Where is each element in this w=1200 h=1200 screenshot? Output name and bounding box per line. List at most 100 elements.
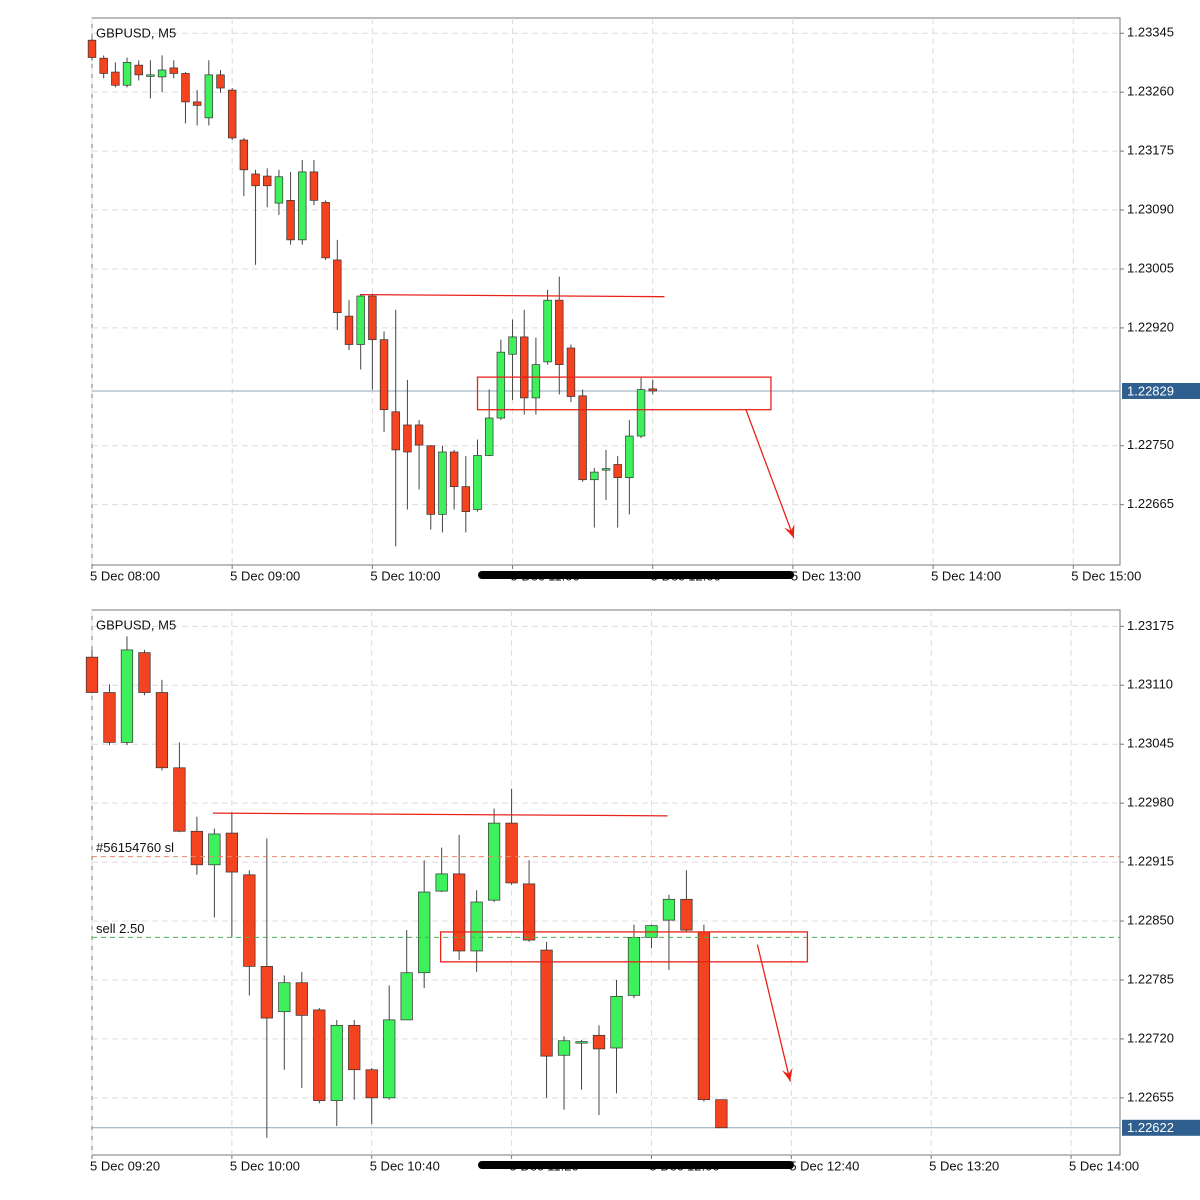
candle-body — [522, 883, 536, 941]
x-tick-label: 5 Dec 09:00 — [230, 568, 300, 583]
candle-body — [557, 1040, 571, 1056]
candle-body — [344, 315, 354, 345]
candle-body — [414, 424, 424, 446]
trend-line — [212, 812, 668, 817]
arrow-line — [756, 944, 791, 1082]
y-tick-label: 1.22665 — [1127, 496, 1174, 511]
candle-body — [274, 176, 284, 204]
arrow-line — [745, 409, 795, 539]
candle-body — [99, 57, 108, 74]
candle-body — [505, 822, 518, 884]
candle-body — [225, 832, 238, 873]
candle-body — [278, 982, 291, 1013]
candle-body — [555, 299, 564, 365]
x-tick-label: 5 Dec 13:20 — [929, 1158, 999, 1173]
y-tick-label: 1.23045 — [1127, 736, 1174, 751]
candle-body — [120, 649, 134, 743]
x-tick-label: 5 Dec 15:00 — [1071, 568, 1141, 583]
candle-body — [146, 74, 155, 77]
candle-body — [155, 692, 169, 769]
candle-body — [426, 445, 435, 515]
candle-body — [435, 873, 448, 892]
candle-body — [208, 833, 221, 866]
candle-body — [680, 898, 693, 931]
candle-body — [190, 830, 204, 866]
x-tick-label: 5 Dec 14:00 — [931, 568, 1001, 583]
candle-body — [379, 339, 389, 411]
y-tick-label: 1.23345 — [1127, 25, 1174, 40]
candle-body — [85, 656, 99, 693]
candle-body — [243, 874, 256, 967]
candle-body — [260, 966, 273, 1019]
candle-body — [391, 411, 400, 451]
x-tick-label: 5 Dec 10:00 — [370, 568, 440, 583]
candle-body — [566, 347, 576, 397]
chart-title: GBPUSD, M5 — [96, 25, 176, 40]
x-tick-label: 5 Dec 14:00 — [1069, 1158, 1139, 1173]
candle-body — [111, 71, 120, 86]
y-tick-label: 1.22750 — [1127, 437, 1174, 452]
candle-body — [348, 1024, 361, 1071]
y-tick-label: 1.22980 — [1127, 795, 1174, 810]
candle-body — [610, 995, 623, 1049]
x-tick-label: 5 Dec 10:00 — [230, 1158, 300, 1173]
y-tick-label: 1.22785 — [1127, 971, 1174, 986]
candle-body — [204, 74, 214, 119]
candle-body — [400, 972, 413, 1021]
candle-body — [239, 139, 249, 171]
candle-body — [438, 451, 447, 515]
y-tick-label: 1.23260 — [1127, 84, 1174, 99]
x-tick-label: 5 Dec 09:20 — [90, 1158, 160, 1173]
candle-body — [575, 1041, 588, 1044]
candle-body — [330, 1024, 343, 1101]
candle-body — [286, 199, 295, 241]
candle-body — [368, 295, 377, 341]
candle-body — [449, 451, 459, 488]
redaction-bar — [478, 571, 794, 579]
candle-body — [103, 692, 116, 743]
candle-body — [383, 1019, 396, 1099]
zone-rect — [476, 376, 772, 411]
candle-body — [484, 417, 494, 456]
trade-level-label: #56154760 sl — [96, 840, 174, 855]
chart-title: GBPUSD, M5 — [96, 617, 176, 632]
candle-body — [263, 175, 272, 187]
candle-body — [169, 67, 178, 74]
candle-body — [540, 949, 553, 1057]
candle-body — [87, 39, 97, 58]
candle-body — [192, 101, 202, 106]
candle-body — [592, 1034, 606, 1050]
arrow-head — [784, 523, 795, 538]
candle-body — [496, 351, 506, 419]
y-tick-label: 1.22655 — [1127, 1089, 1174, 1104]
candle-body — [313, 1009, 326, 1101]
y-tick-label: 1.23110 — [1127, 677, 1173, 692]
candle-body — [138, 652, 151, 693]
candle-body — [520, 336, 529, 399]
candle-body — [578, 395, 587, 481]
y-tick-label: 1.23005 — [1127, 260, 1174, 275]
candle-body — [216, 74, 225, 89]
current-price-box — [1122, 1119, 1200, 1136]
trend-line — [360, 293, 665, 298]
current-price-box — [1122, 382, 1200, 399]
redaction-bar — [478, 1161, 794, 1169]
candle-body — [601, 468, 611, 471]
candle-body — [648, 388, 657, 392]
candle-body — [613, 464, 622, 478]
trade-level-label: sell 2.50 — [96, 921, 144, 936]
candle-body — [508, 336, 517, 355]
candle-body — [715, 1099, 728, 1129]
y-tick-label: 1.22915 — [1127, 854, 1174, 869]
current-price-label: 1.22622 — [1127, 1120, 1174, 1135]
arrow-head — [781, 1067, 793, 1082]
x-tick-label: 5 Dec 13:00 — [791, 568, 861, 583]
candle-body — [487, 822, 501, 901]
candle-body — [590, 471, 599, 481]
candle-body — [531, 364, 541, 399]
candle-body — [227, 89, 237, 139]
candle-body — [173, 767, 186, 832]
candle-body — [295, 982, 308, 1016]
